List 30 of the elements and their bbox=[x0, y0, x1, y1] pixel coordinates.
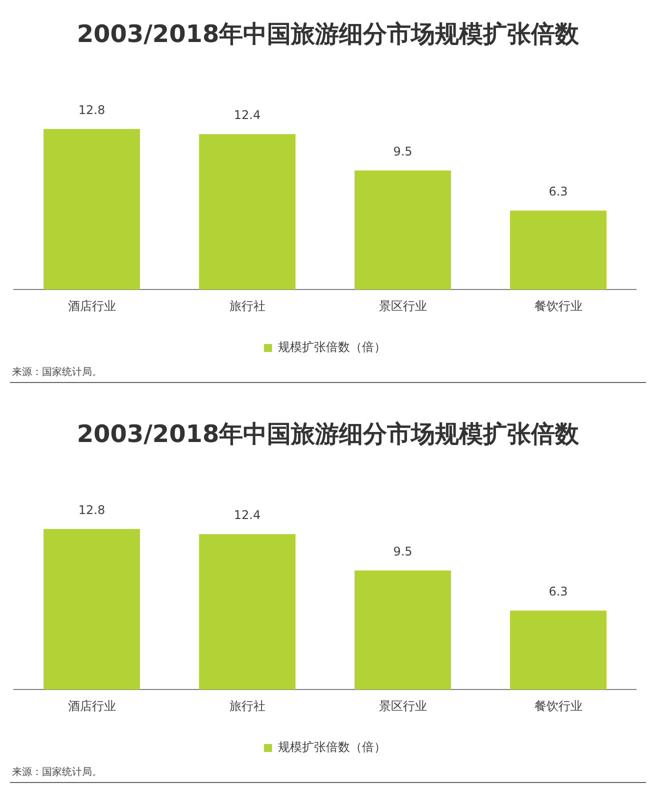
bar bbox=[44, 529, 140, 690]
bar bbox=[199, 134, 296, 290]
data-label: 6.3 bbox=[548, 184, 568, 199]
bar bbox=[354, 570, 451, 690]
bar bbox=[199, 534, 296, 690]
data-label: 9.5 bbox=[393, 144, 412, 159]
x-tick-label: 景区行业 bbox=[378, 698, 427, 713]
x-tick-label: 旅行社 bbox=[229, 698, 266, 713]
data-label: 12.8 bbox=[78, 103, 106, 118]
data-label: 9.5 bbox=[393, 544, 412, 559]
data-label: 12.8 bbox=[78, 503, 106, 518]
x-tick-label: 酒店行业 bbox=[68, 298, 116, 313]
x-tick-label: 酒店行业 bbox=[68, 698, 116, 713]
bar bbox=[510, 610, 606, 690]
bar bbox=[510, 210, 606, 290]
x-tick-label: 旅行社 bbox=[229, 298, 266, 313]
chart-title: 2003/2018年中国旅游细分市场规模扩张倍数 bbox=[76, 19, 580, 50]
x-tick-label: 餐饮行业 bbox=[534, 298, 582, 313]
bar bbox=[44, 129, 140, 290]
x-tick-label: 餐饮行业 bbox=[534, 698, 582, 713]
legend-label: 规模扩张倍数（倍） bbox=[278, 740, 386, 754]
bar bbox=[354, 170, 451, 290]
legend-label: 规模扩张倍数（倍） bbox=[278, 340, 386, 354]
source-note: 来源：国家统计局。 bbox=[12, 766, 103, 780]
data-label: 6.3 bbox=[548, 584, 568, 599]
data-label: 12.4 bbox=[234, 108, 261, 122]
data-label: 12.4 bbox=[234, 508, 261, 522]
chart-title: 2003/2018年中国旅游细分市场规模扩张倍数 bbox=[76, 419, 580, 450]
x-tick-label: 景区行业 bbox=[378, 298, 427, 313]
source-note: 来源：国家统计局。 bbox=[12, 366, 103, 380]
